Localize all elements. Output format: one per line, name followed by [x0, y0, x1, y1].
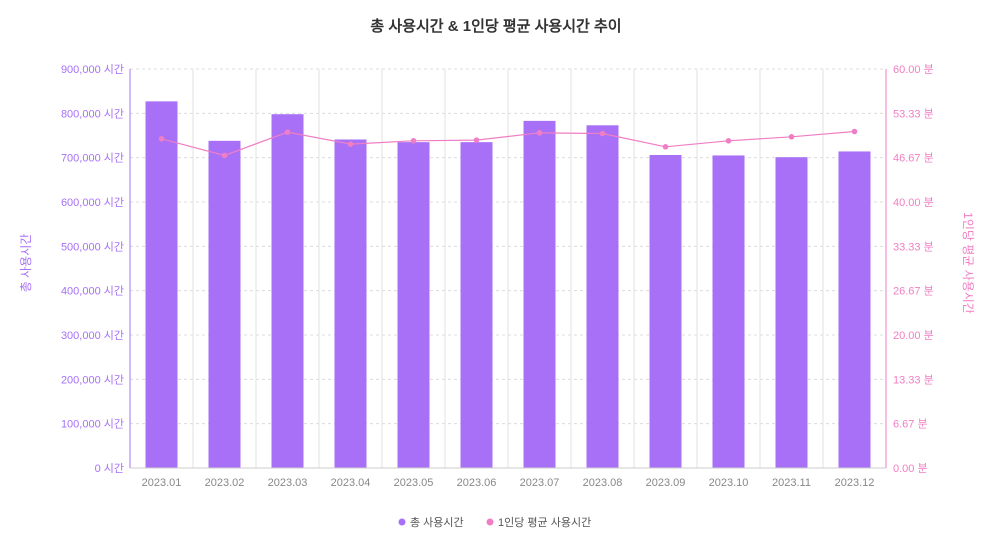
- line-point: [347, 141, 354, 147]
- bar: [586, 125, 619, 468]
- left-tick-label: 600,000 시간: [61, 196, 124, 209]
- line-point: [158, 136, 165, 142]
- line-point: [662, 144, 669, 150]
- right-tick-label: 26.67 분: [893, 286, 934, 298]
- left-tick-label: 300,000 시간: [61, 329, 124, 342]
- right-tick-label: 13.33 분: [893, 374, 934, 386]
- right-tick-label: 40.00 분: [893, 197, 934, 209]
- bar: [460, 142, 493, 468]
- x-tick-label: 2023.11: [772, 477, 811, 489]
- legend-marker-avg: [486, 518, 494, 526]
- right-tick-label: 0.00 분: [893, 463, 928, 475]
- line-point: [725, 138, 732, 144]
- x-tick-label: 2023.08: [583, 477, 623, 489]
- x-tick-label: 2023.05: [394, 477, 434, 489]
- bar: [523, 120, 556, 469]
- legend-label-avg: 1인당 평균 사용시간: [498, 516, 591, 529]
- bar: [145, 101, 178, 468]
- bar: [271, 114, 304, 468]
- left-tick-label: 700,000 시간: [61, 152, 124, 165]
- x-tick-label: 2023.09: [646, 477, 686, 489]
- line-point: [536, 130, 543, 136]
- left-tick-label: 0 시간: [95, 462, 124, 475]
- x-tick-label: 2023.06: [457, 477, 497, 489]
- left-tick-label: 900,000 시간: [61, 63, 124, 76]
- axes: 0 시간 0.00 분 100,000 시간 6.67 분 200,000 시간 13.3…: [61, 63, 934, 489]
- right-tick-label: 53.33 분: [893, 108, 934, 120]
- x-tick-label: 2023.10: [709, 477, 749, 489]
- legend-label-total: 총 사용시간: [410, 516, 464, 529]
- grid: [129, 68, 887, 469]
- right-tick-label: 46.67 분: [893, 153, 934, 165]
- bar: [775, 157, 808, 468]
- bar: [208, 140, 241, 468]
- x-tick-label: 2023.01: [142, 477, 182, 489]
- bar: [397, 142, 430, 468]
- bar: [649, 155, 682, 469]
- right-axis-title: 1인당 평균 사용시간: [961, 212, 975, 314]
- right-tick-label: 60.00 분: [893, 64, 934, 76]
- right-tick-label: 20.00 분: [893, 330, 934, 342]
- line-point: [788, 134, 795, 140]
- right-tick-label: 6.67 분: [893, 419, 928, 431]
- line-point: [599, 130, 606, 137]
- bar: [712, 155, 745, 468]
- line-point: [473, 137, 480, 143]
- x-tick-label: 2023.12: [835, 477, 875, 489]
- legend: 총 사용시간 1인당 평균 사용시간: [398, 516, 591, 529]
- left-tick-label: 200,000 시간: [61, 373, 124, 386]
- x-tick-label: 2023.07: [520, 477, 560, 489]
- line-point: [284, 129, 291, 135]
- line-series: [158, 128, 858, 159]
- bar-series: [145, 101, 871, 469]
- line-point: [851, 128, 858, 135]
- left-tick-label: 400,000 시간: [61, 285, 124, 298]
- x-tick-label: 2023.02: [205, 477, 245, 489]
- x-tick-label: 2023.04: [331, 477, 371, 489]
- right-tick-label: 33.33 분: [893, 241, 934, 253]
- left-tick-label: 100,000 시간: [61, 418, 124, 431]
- chart-title: 총 사용시간 & 1인당 평균 사용시간 추이: [370, 17, 621, 35]
- bar: [838, 151, 871, 468]
- line-point: [410, 138, 417, 144]
- line-point: [221, 152, 228, 159]
- left-tick-label: 500,000 시간: [61, 240, 124, 253]
- left-tick-label: 800,000 시간: [61, 107, 124, 120]
- legend-marker-total: [398, 518, 406, 526]
- bar: [334, 139, 367, 469]
- left-axis-title: 총 사용시간: [19, 234, 33, 293]
- x-tick-label: 2023.03: [268, 477, 308, 489]
- avg-time-line: [161, 130, 855, 157]
